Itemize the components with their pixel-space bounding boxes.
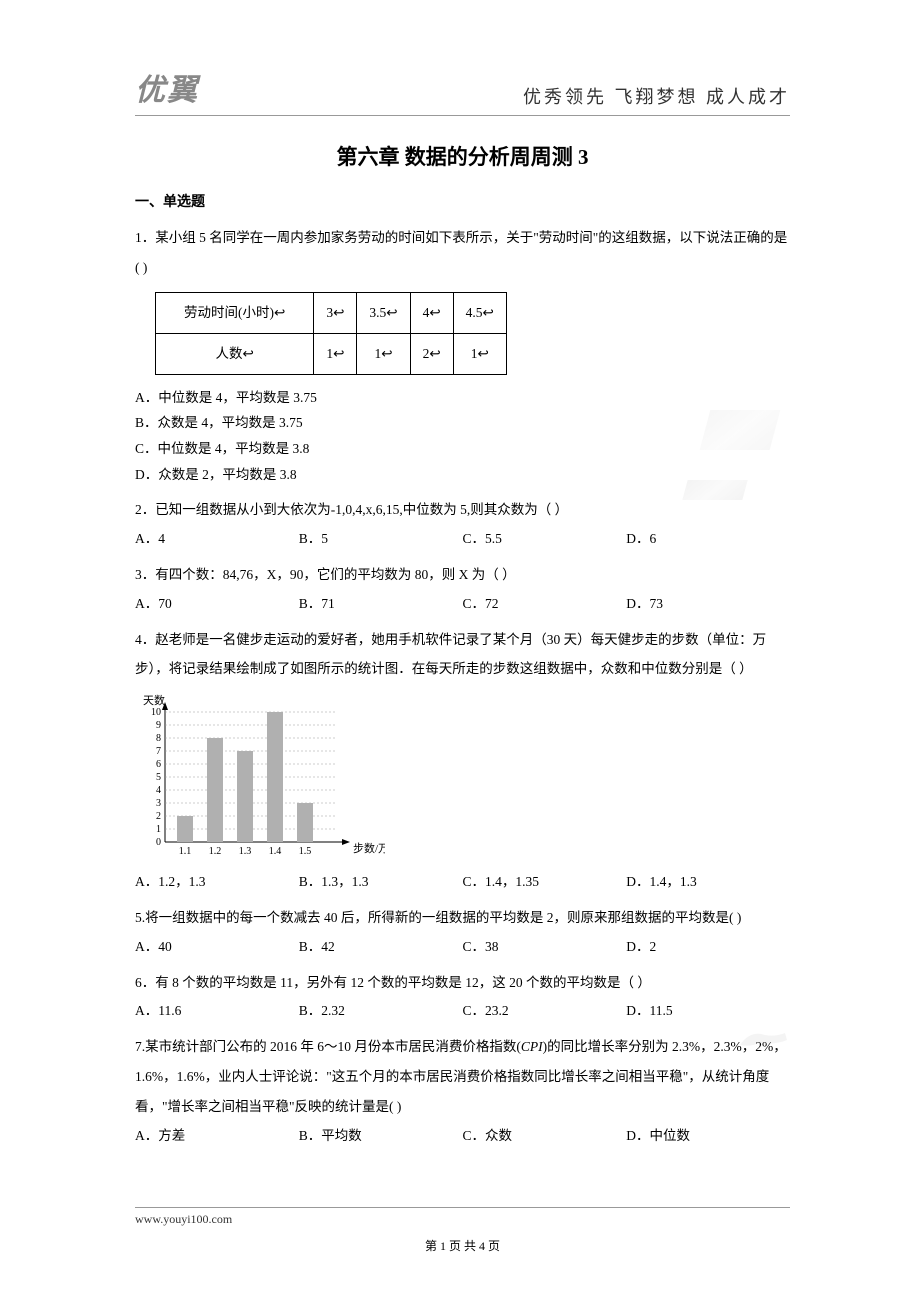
question-5-text: 5.将一组数据中的每一个数减去 40 后，所得新的一组数据的平均数是 2，则原来… [135,903,790,933]
option-b: B．42 [299,933,463,960]
table-row: 人数↩ 1↩ 1↩ 2↩ 1↩ [156,334,507,375]
option-c: C．5.5 [463,525,627,552]
option-d: D．6 [626,525,790,552]
table-cell: 劳动时间(小时)↩ [156,293,314,334]
question-7-text: 7.某市统计部门公布的 2016 年 6～10 月份本市居民消费价格指数(CPI… [135,1032,790,1121]
question-4: 4．赵老师是一名健步走运动的爱好者，她用手机软件记录了某个月（30 天）每天健步… [135,625,790,895]
document-title: 第六章 数据的分析周周测 3 [135,141,790,171]
option-c: C．38 [463,933,627,960]
option-d: D．11.5 [626,997,790,1024]
question-6-options: A．11.6 B．2.32 C．23.2 D．11.5 [135,997,790,1024]
watermark-icon [682,480,747,500]
question-4-text: 4．赵老师是一名健步走运动的爱好者，她用手机软件记录了某个月（30 天）每天健步… [135,625,790,684]
svg-text:3: 3 [156,798,161,809]
table-cell: 4.5↩ [453,293,506,334]
bar-chart-svg: 天数 0 1 2 3 4 5 6 7 8 9 10 [135,692,385,862]
svg-text:4: 4 [156,785,161,796]
question-2-options: A．4 B．5 C．5.5 D．6 [135,525,790,552]
question-1-options: A．中位数是 4，平均数是 3.75 B．众数是 4，平均数是 3.75 C．中… [135,385,790,488]
header-slogan: 优秀领先 飞翔梦想 成人成才 [523,83,790,109]
question-6: 6．有 8 个数的平均数是 11，另外有 12 个数的平均数是 12，这 20 … [135,968,790,1025]
table-cell: 3↩ [314,293,357,334]
question-1-text: 1．某小组 5 名同学在一周内参加家务劳动的时间如下表所示，关于"劳动时间"的这… [135,223,790,282]
question-4-options: A．1.2，1.3 B．1.3，1.3 C．1.4，1.35 D．1.4，1.3 [135,868,790,895]
question-7: 7.某市统计部门公布的 2016 年 6～10 月份本市居民消费价格指数(CPI… [135,1032,790,1148]
table-cell: 2↩ [410,334,453,375]
section-header: 一、单选题 [135,191,790,211]
option-b: B．71 [299,590,463,617]
svg-text:10: 10 [151,707,161,718]
svg-text:1.4: 1.4 [269,846,282,857]
option-d: D．1.4，1.3 [626,868,790,895]
question-2: 2．已知一组数据从小到大依次为-1,0,4,x,6,15,中位数为 5,则其众数… [135,495,790,552]
option-d: D．中位数 [626,1122,790,1149]
svg-text:5: 5 [156,772,161,783]
question-3: 3．有四个数：84,76，X，90，它们的平均数为 80，则 X 为（ ） A．… [135,560,790,617]
option-c: C．72 [463,590,627,617]
question-3-text: 3．有四个数：84,76，X，90，它们的平均数为 80，则 X 为（ ） [135,560,790,590]
option-a: A．11.6 [135,997,299,1024]
question-1-table: 劳动时间(小时)↩ 3↩ 3.5↩ 4↩ 4.5↩ 人数↩ 1↩ 1↩ 2↩ 1… [155,292,507,374]
logo-text: 优翼 [135,65,199,109]
question-4-chart: 天数 0 1 2 3 4 5 6 7 8 9 10 [135,692,790,862]
svg-text:1: 1 [156,824,161,835]
option-a: A．方差 [135,1122,299,1149]
option-b: B．1.3，1.3 [299,868,463,895]
page-header: 优翼 优秀领先 飞翔梦想 成人成才 [135,65,790,116]
svg-text:9: 9 [156,720,161,731]
page-footer: www.youyi100.com 第 1 页 共 4 页 [135,1207,790,1254]
option-a: A．1.2，1.3 [135,868,299,895]
table-row: 劳动时间(小时)↩ 3↩ 3.5↩ 4↩ 4.5↩ [156,293,507,334]
option-c: C．23.2 [463,997,627,1024]
footer-url: www.youyi100.com [135,1212,790,1227]
table-cell: 1↩ [453,334,506,375]
svg-text:2: 2 [156,811,161,822]
svg-text:1.1: 1.1 [179,846,192,857]
option-c: C．众数 [463,1122,627,1149]
svg-text:1.3: 1.3 [239,846,252,857]
question-6-text: 6．有 8 个数的平均数是 11，另外有 12 个数的平均数是 12，这 20 … [135,968,790,998]
question-7-options: A．方差 B．平均数 C．众数 D．中位数 [135,1122,790,1149]
option-b: B．2.32 [299,997,463,1024]
watermark-icon [700,410,781,450]
svg-text:1.5: 1.5 [299,846,312,857]
question-5-options: A．40 B．42 C．38 D．2 [135,933,790,960]
question-3-options: A．70 B．71 C．72 D．73 [135,590,790,617]
option-d: D．2 [626,933,790,960]
q7-text-1: 7.某市统计部门公布的 2016 年 6～10 月份本市居民消费价格指数( [135,1039,521,1054]
svg-text:1.2: 1.2 [209,846,222,857]
watermark-wing-icon [735,1025,790,1050]
option-c: C．中位数是 4，平均数是 3.8 [135,436,790,462]
option-b: B．众数是 4，平均数是 3.75 [135,410,790,436]
table-cell: 3.5↩ [357,293,410,334]
footer-page-number: 第 1 页 共 4 页 [135,1237,790,1254]
table-cell: 1↩ [357,334,410,375]
svg-text:7: 7 [156,746,161,757]
svg-text:天数: 天数 [143,694,165,707]
svg-text:6: 6 [156,759,161,770]
option-b: B．平均数 [299,1122,463,1149]
option-a: A．70 [135,590,299,617]
svg-text:步数/万步: 步数/万步 [353,842,385,855]
option-d: D．73 [626,590,790,617]
option-a: A．40 [135,933,299,960]
question-5: 5.将一组数据中的每一个数减去 40 后，所得新的一组数据的平均数是 2，则原来… [135,903,790,960]
table-cell: 4↩ [410,293,453,334]
option-a: A．4 [135,525,299,552]
option-b: B．5 [299,525,463,552]
q7-italic: CPI [521,1039,543,1054]
svg-text:0: 0 [156,837,161,848]
option-c: C．1.4，1.35 [463,868,627,895]
svg-text:8: 8 [156,733,161,744]
table-cell: 人数↩ [156,334,314,375]
question-1: 1．某小组 5 名同学在一周内参加家务劳动的时间如下表所示，关于"劳动时间"的这… [135,223,790,487]
option-a: A．中位数是 4，平均数是 3.75 [135,385,790,411]
table-cell: 1↩ [314,334,357,375]
